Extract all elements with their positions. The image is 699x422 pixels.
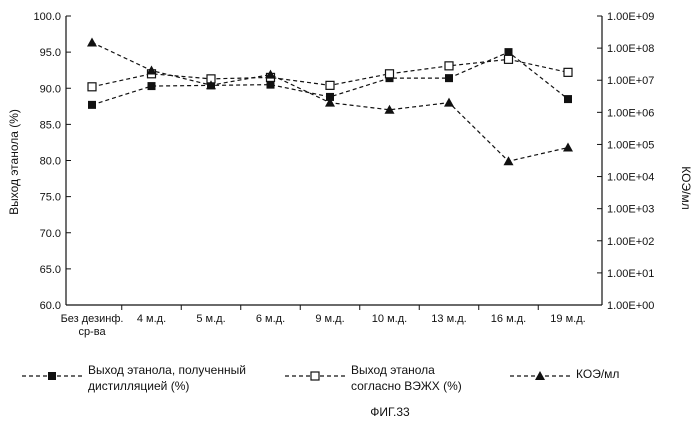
x-tick-label-line: ср-ва bbox=[78, 326, 106, 338]
x-tick-label: 6 м.д. bbox=[256, 313, 285, 325]
left-tick-label: 100.0 bbox=[33, 11, 61, 23]
left-axis-ticks: 60.0 65.0 70.0 75.0 80.0 85.0 90.0 95.0 100.0 bbox=[33, 11, 71, 312]
legend-label-line: КОЭ/мл bbox=[576, 367, 619, 381]
series-3-point-triangle-marker bbox=[444, 98, 454, 107]
y-axis-title: Выход этанола (%) bbox=[7, 109, 21, 215]
legend-label: Выход этанола согласно ВЭЖХ (%) bbox=[351, 363, 462, 393]
series-group bbox=[87, 37, 573, 165]
x-tick-label: 5 м.д. bbox=[196, 313, 225, 325]
series-2-point-open-square-marker bbox=[88, 83, 96, 91]
legend-label: Выход этанола, полученный дистилляцией (%… bbox=[88, 363, 246, 393]
right-tick-label: 1.00E+03 bbox=[607, 204, 654, 216]
x-tick-label-line: 4 м.д. bbox=[137, 313, 166, 325]
series-3 bbox=[87, 37, 573, 165]
right-tick-label: 1.00E+07 bbox=[607, 75, 654, 87]
left-tick-label: 70.0 bbox=[40, 228, 61, 240]
left-tick-label: 85.0 bbox=[40, 119, 61, 131]
right-tick-label: 1.00E+02 bbox=[607, 236, 654, 248]
legend: Выход этанола, полученный дистилляцией (%… bbox=[22, 363, 619, 393]
x-tick-label-line: 16 м.д. bbox=[491, 313, 526, 325]
right-tick-label: 1.00E+08 bbox=[607, 43, 654, 55]
right-tick-label: 1.00E+06 bbox=[607, 107, 654, 119]
series-3-point-triangle-marker bbox=[563, 143, 573, 152]
right-tick-label: 1.00E+09 bbox=[607, 11, 654, 23]
legend-label-line: Выход этанола bbox=[351, 363, 435, 377]
left-tick-label: 65.0 bbox=[40, 264, 61, 276]
x-axis-ticks: Без дезинф.ср-ва 4 м.д. 5 м.д. 6 м.д. 9 м.д.… bbox=[61, 305, 586, 338]
left-tick-label: 95.0 bbox=[40, 47, 61, 59]
x-tick-label-line: 9 м.д. bbox=[315, 313, 344, 325]
legend-open-square-marker bbox=[311, 372, 319, 380]
x-tick-label: 10 м.д. bbox=[372, 313, 407, 325]
right-tick-label: 1.00E+05 bbox=[607, 139, 654, 151]
right-tick-label: 1.00E+01 bbox=[607, 268, 654, 280]
x-tick-label: 9 м.д. bbox=[315, 313, 344, 325]
series-2-point-open-square-marker bbox=[326, 81, 334, 89]
right-axis-ticks: 1.00E+00 1.00E+01 1.00E+02 1.00E+03 1.00E+04… bbox=[597, 11, 654, 312]
legend-triangle-marker bbox=[535, 371, 545, 380]
legend-item-1: Выход этанола, полученный дистилляцией (%… bbox=[22, 363, 246, 393]
left-tick-label: 75.0 bbox=[40, 192, 61, 204]
legend-label-line: согласно ВЭЖХ (%) bbox=[351, 379, 462, 393]
series-2-point-open-square-marker bbox=[564, 68, 572, 76]
x-tick-label-line: 6 м.д. bbox=[256, 313, 285, 325]
legend-label: КОЭ/мл bbox=[576, 367, 619, 381]
series-1-point-square-marker bbox=[564, 95, 572, 103]
x-tick-label-line: 13 м.д. bbox=[431, 313, 466, 325]
series-1-point-square-marker bbox=[445, 74, 453, 82]
y2-axis-title: КОЭ/мл bbox=[679, 166, 693, 209]
series-1-point-square-marker bbox=[148, 82, 156, 90]
left-tick-label: 90.0 bbox=[40, 83, 61, 95]
x-tick-label-line: 10 м.д. bbox=[372, 313, 407, 325]
series-2-point-open-square-marker bbox=[505, 55, 513, 63]
x-tick-label: Без дезинф.ср-ва bbox=[61, 313, 124, 338]
legend-square-marker bbox=[48, 372, 56, 380]
x-tick-label-line: Без дезинф. bbox=[61, 313, 124, 325]
x-tick-label-line: 19 м.д. bbox=[550, 313, 585, 325]
x-tick-label: 13 м.д. bbox=[431, 313, 466, 325]
x-tick-label: 16 м.д. bbox=[491, 313, 526, 325]
series-2-point-open-square-marker bbox=[445, 62, 453, 70]
left-tick-label: 60.0 bbox=[40, 300, 61, 312]
figure-caption: ФИГ.33 bbox=[370, 405, 410, 419]
left-tick-label: 80.0 bbox=[40, 156, 61, 168]
x-tick-label: 19 м.д. bbox=[550, 313, 585, 325]
series-1-point-square-marker bbox=[88, 101, 96, 109]
x-tick-label-line: 5 м.д. bbox=[196, 313, 225, 325]
axes bbox=[66, 16, 602, 305]
legend-item-3: КОЭ/мл bbox=[510, 367, 619, 381]
x-tick-label: 4 м.д. bbox=[137, 313, 166, 325]
right-tick-label: 1.00E+04 bbox=[607, 172, 654, 184]
legend-item-2: Выход этанола согласно ВЭЖХ (%) bbox=[285, 363, 462, 393]
legend-label-line: дистилляцией (%) bbox=[88, 379, 189, 393]
right-tick-label: 1.00E+00 bbox=[607, 300, 654, 312]
series-2-point-open-square-marker bbox=[386, 70, 394, 78]
series-3-point-triangle-marker bbox=[87, 37, 97, 46]
legend-label-line: Выход этанола, полученный bbox=[88, 363, 246, 377]
